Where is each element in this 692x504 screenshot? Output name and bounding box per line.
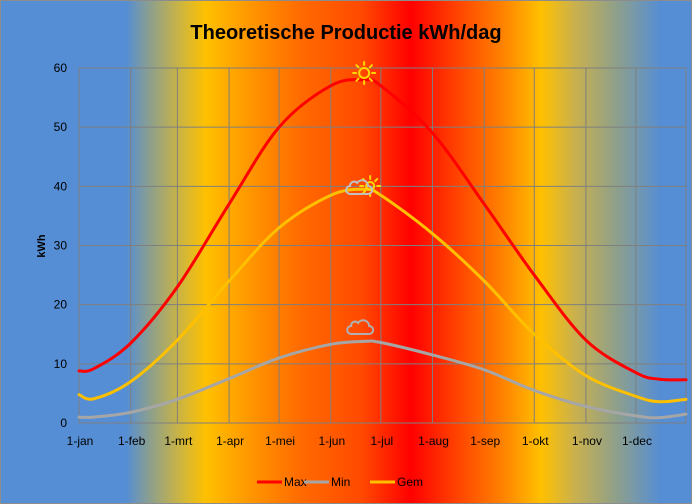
- y-tick-label: 20: [54, 298, 68, 312]
- x-tick-label: 1-mei: [265, 434, 295, 448]
- series-line-min: [77, 339, 688, 420]
- sun-ray: [368, 77, 373, 82]
- y-tick-label: 40: [54, 179, 68, 193]
- y-tick-label: 30: [54, 239, 68, 253]
- x-tick-label: 1-sep: [470, 434, 500, 448]
- x-tick-label: 1-jun: [318, 434, 345, 448]
- x-tick-label: 1-feb: [118, 434, 146, 448]
- sun-ray: [362, 189, 367, 195]
- series-line-max: [77, 77, 688, 382]
- legend-label-min: Min: [331, 475, 350, 489]
- sun-ray: [374, 177, 379, 183]
- sun-ray: [374, 189, 379, 195]
- sun-cloud-icon: [345, 175, 382, 197]
- legend-label-max: Max: [284, 475, 307, 489]
- x-tick-label: 1-jan: [67, 434, 94, 448]
- x-tick-label: 1-dec: [622, 434, 652, 448]
- x-tick-label: 1-nov: [572, 434, 602, 448]
- chart-title: Theoretische Productie kWh/dag: [190, 22, 501, 44]
- sun-circle: [358, 67, 371, 79]
- sun-icon: [352, 61, 377, 85]
- sun-ray: [355, 64, 360, 69]
- y-tick-label: 60: [54, 61, 68, 75]
- x-tick-label: 1-mrt: [164, 434, 193, 448]
- x-tick-label: 1-apr: [216, 434, 244, 448]
- legend-label-gem: Gem: [397, 475, 423, 489]
- x-tick-label: 1-okt: [522, 434, 549, 448]
- sun-circle: [365, 181, 376, 191]
- y-axis-label: kWh: [36, 234, 48, 258]
- x-tick-label: 1-jul: [370, 434, 393, 448]
- y-tick-label: 50: [54, 120, 68, 134]
- cloud-shape: [345, 179, 374, 195]
- x-tick-label: 1-aug: [418, 434, 449, 448]
- sun-ray: [355, 77, 360, 82]
- cloud-icon: [346, 319, 375, 335]
- cloud-shape: [346, 319, 375, 335]
- y-tick-label: 10: [54, 357, 68, 371]
- y-tick-label: 0: [60, 416, 67, 430]
- sun-ray: [368, 64, 373, 69]
